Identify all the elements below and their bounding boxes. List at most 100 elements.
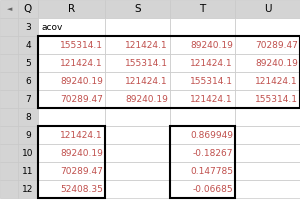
Bar: [235, 18, 300, 36]
Text: 89240.19: 89240.19: [255, 59, 298, 67]
Bar: [170, 180, 235, 198]
Bar: [18, 54, 38, 72]
Bar: [38, 162, 105, 180]
Bar: [105, 144, 170, 162]
Text: T: T: [200, 4, 206, 14]
Text: ◄: ◄: [7, 6, 13, 12]
Bar: [235, 54, 300, 72]
Bar: [170, 162, 235, 180]
Bar: [38, 36, 105, 54]
Bar: [170, 144, 235, 162]
Bar: [170, 18, 235, 36]
Bar: [105, 108, 170, 126]
Text: 7: 7: [25, 95, 31, 103]
Bar: [38, 72, 105, 90]
Bar: [0, 180, 18, 198]
Text: 89240.19: 89240.19: [60, 77, 103, 85]
Bar: [105, 36, 170, 54]
Bar: [105, 54, 170, 72]
Text: 121424.1: 121424.1: [125, 77, 168, 85]
Bar: [235, 144, 300, 162]
Bar: [105, 162, 170, 180]
Text: 9: 9: [25, 131, 31, 139]
Text: -0.18267: -0.18267: [193, 149, 233, 157]
Bar: [0, 72, 18, 90]
Bar: [38, 144, 105, 162]
Text: 89240.19: 89240.19: [60, 149, 103, 157]
Text: R: R: [68, 4, 75, 14]
Text: 121424.1: 121424.1: [60, 59, 103, 67]
Bar: [0, 126, 18, 144]
Text: Q: Q: [24, 4, 32, 14]
Bar: [170, 72, 235, 90]
Bar: [18, 0, 38, 18]
Bar: [18, 108, 38, 126]
Bar: [235, 72, 300, 90]
Bar: [235, 108, 300, 126]
Text: 70289.47: 70289.47: [60, 166, 103, 176]
Bar: [0, 144, 18, 162]
Text: 8: 8: [25, 113, 31, 121]
Text: 4: 4: [25, 40, 31, 50]
Text: 52408.35: 52408.35: [60, 184, 103, 194]
Text: 89240.19: 89240.19: [190, 40, 233, 50]
Bar: [18, 180, 38, 198]
Text: 11: 11: [22, 166, 34, 176]
Text: 70289.47: 70289.47: [60, 95, 103, 103]
Bar: [38, 180, 105, 198]
Bar: [105, 180, 170, 198]
Bar: [0, 90, 18, 108]
Text: 12: 12: [22, 184, 34, 194]
Bar: [38, 108, 105, 126]
Text: 6: 6: [25, 77, 31, 85]
Text: 155314.1: 155314.1: [255, 95, 298, 103]
Text: 70289.47: 70289.47: [255, 40, 298, 50]
Bar: [235, 180, 300, 198]
Bar: [0, 36, 18, 54]
Bar: [235, 0, 300, 18]
Text: 121424.1: 121424.1: [125, 40, 168, 50]
Bar: [18, 18, 38, 36]
Text: U: U: [264, 4, 271, 14]
Text: S: S: [134, 4, 141, 14]
Bar: [170, 90, 235, 108]
Bar: [170, 36, 235, 54]
Text: 0.147785: 0.147785: [190, 166, 233, 176]
Bar: [0, 18, 18, 36]
Bar: [38, 90, 105, 108]
Text: 121424.1: 121424.1: [255, 77, 298, 85]
Bar: [18, 72, 38, 90]
Bar: [38, 36, 300, 108]
Text: acov: acov: [41, 22, 62, 32]
Bar: [38, 126, 105, 144]
Bar: [18, 162, 38, 180]
Bar: [235, 162, 300, 180]
Bar: [235, 36, 300, 54]
Text: 121424.1: 121424.1: [60, 131, 103, 139]
Bar: [18, 126, 38, 144]
Bar: [170, 0, 235, 18]
Bar: [38, 0, 105, 18]
Bar: [18, 90, 38, 108]
Bar: [170, 126, 235, 198]
Text: 89240.19: 89240.19: [125, 95, 168, 103]
Bar: [170, 108, 235, 126]
Bar: [18, 36, 38, 54]
Bar: [105, 90, 170, 108]
Bar: [235, 126, 300, 144]
Text: 121424.1: 121424.1: [190, 59, 233, 67]
Text: 155314.1: 155314.1: [125, 59, 168, 67]
Bar: [38, 126, 105, 198]
Text: 155314.1: 155314.1: [60, 40, 103, 50]
Bar: [235, 90, 300, 108]
Text: 155314.1: 155314.1: [190, 77, 233, 85]
Bar: [18, 144, 38, 162]
Bar: [0, 54, 18, 72]
Bar: [38, 54, 105, 72]
Bar: [38, 18, 105, 36]
Text: 3: 3: [25, 22, 31, 32]
Bar: [105, 18, 170, 36]
Bar: [0, 108, 18, 126]
Text: 10: 10: [22, 149, 34, 157]
Bar: [105, 0, 170, 18]
